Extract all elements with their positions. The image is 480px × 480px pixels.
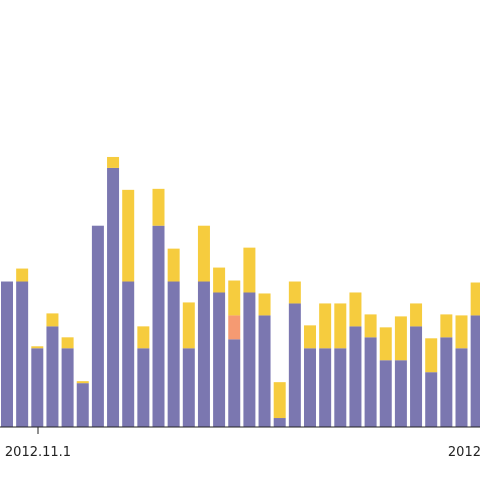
bar-20-segment-0 [304, 348, 316, 427]
bar-18-segment-1 [273, 382, 286, 419]
bar-27-segment-0 [410, 326, 423, 427]
bar-23-segment-0 [349, 326, 362, 427]
bar-24-segment-1 [364, 314, 377, 338]
bar-0-segment-0 [1, 281, 13, 427]
bar-25-segment-0 [379, 360, 392, 427]
bar-10-segment-0 [152, 225, 165, 427]
bar-2-segment-0 [31, 348, 44, 427]
bar-26-segment-1 [394, 316, 407, 361]
bar-17-segment-0 [258, 315, 271, 427]
bar-18-segment-0 [273, 418, 286, 427]
bar-4-segment-0 [61, 348, 74, 427]
bar-31-segment-1 [470, 282, 480, 316]
bar-22-segment-0 [334, 348, 347, 427]
bar-7-segment-1 [107, 156, 120, 168]
bar-14-segment-1 [213, 267, 226, 293]
bar-29-segment-1 [440, 314, 453, 338]
bar-16-segment-1 [243, 247, 256, 293]
bar-22-segment-1 [334, 303, 347, 349]
bar-6-segment-0 [91, 225, 104, 427]
bar-15-segment-3 [228, 280, 241, 316]
bar-12-segment-0 [182, 348, 195, 427]
bar-13-segment-0 [197, 281, 210, 427]
bar-12-segment-1 [182, 302, 195, 349]
bar-19-segment-0 [288, 303, 301, 427]
bar-7-segment-0 [107, 167, 120, 428]
bar-8-segment-0 [122, 281, 135, 427]
bar-1-segment-1 [16, 268, 29, 282]
x-tick-label-2012-11-1: 2012.11.1 [5, 445, 71, 460]
bars-group [1, 156, 480, 428]
bar-1-segment-0 [16, 281, 29, 427]
bar-31-segment-0 [470, 315, 480, 427]
bar-15-segment-0 [228, 339, 241, 427]
bar-29-segment-0 [440, 337, 453, 427]
bar-17-segment-1 [258, 293, 271, 316]
bar-24-segment-0 [364, 337, 377, 427]
bar-16-segment-0 [243, 292, 256, 427]
bar-28-segment-1 [425, 338, 438, 373]
bar-26-segment-0 [394, 360, 407, 427]
bar-28-segment-0 [425, 372, 438, 427]
bar-13-segment-1 [197, 225, 210, 282]
bar-25-segment-1 [379, 327, 392, 361]
bar-20-segment-1 [304, 325, 316, 349]
bar-4-segment-1 [61, 337, 74, 349]
bar-21-segment-1 [319, 303, 332, 349]
bar-3-segment-0 [46, 326, 59, 427]
bar-9-segment-1 [137, 326, 150, 349]
x-tick-label-2012-12-1: 2012.12.1 [448, 445, 480, 460]
bar-23-segment-1 [349, 292, 362, 327]
bar-10-segment-1 [152, 188, 165, 226]
bar-8-segment-1 [122, 189, 135, 282]
bar-5-segment-1 [76, 381, 89, 384]
bar-30-segment-1 [455, 315, 468, 349]
bar-11-segment-0 [167, 281, 180, 427]
bar-19-segment-1 [288, 281, 301, 304]
bar-3-segment-1 [46, 313, 59, 327]
bar-2-segment-1 [31, 346, 44, 349]
bar-5-segment-0 [76, 383, 89, 427]
bar-14-segment-0 [213, 292, 226, 427]
bar-30-segment-0 [455, 348, 468, 427]
bar-11-segment-1 [167, 248, 180, 282]
bar-9-segment-0 [137, 348, 150, 427]
bar-21-segment-0 [319, 348, 332, 427]
bar-27-segment-1 [410, 303, 423, 327]
bar-15-segment-2 [228, 315, 241, 340]
